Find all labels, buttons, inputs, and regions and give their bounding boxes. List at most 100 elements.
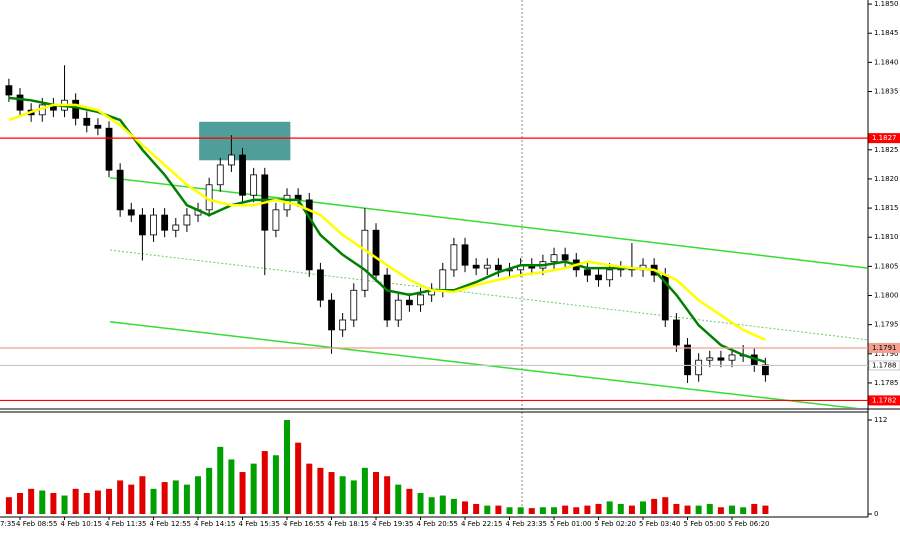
volume-tick-label: 112 — [874, 416, 887, 424]
volume-bar — [295, 442, 302, 514]
volume-bar — [284, 420, 291, 514]
volume-bar — [606, 501, 613, 514]
candle-body — [150, 214, 157, 236]
candle-body — [272, 209, 280, 231]
price-level-label: 1.1782 — [872, 396, 897, 404]
volume-bar — [462, 501, 469, 514]
candle-body — [339, 319, 347, 331]
x-tick-label: 4 Feb 23:35 — [506, 520, 547, 528]
volume-bar — [539, 507, 546, 514]
x-tick-label: 4 Feb 22:15 — [461, 520, 502, 528]
volume-bar — [395, 484, 402, 514]
candle-body — [405, 299, 413, 306]
x-tick-label: 4 Feb 18:15 — [328, 520, 369, 528]
candle-body — [494, 264, 502, 271]
plot-area — [5, 65, 868, 408]
candle-body — [138, 214, 146, 236]
x-tick-label: 5 Feb 01:00 — [550, 520, 591, 528]
volume-bar — [595, 503, 602, 514]
volume-bar — [206, 467, 213, 514]
volume-bar — [495, 505, 502, 514]
volume-bar — [406, 488, 413, 514]
x-tick-label: 5 Feb 06:20 — [728, 520, 769, 528]
candle-body — [227, 154, 235, 166]
volume-bar — [195, 476, 202, 514]
x-tick-label: 4 Feb 11:35 — [105, 520, 146, 528]
volume-bar — [684, 505, 691, 514]
price-level-label: 1.1827 — [872, 134, 897, 142]
price-level-box — [868, 342, 900, 353]
volume-bar — [428, 497, 435, 514]
candle-body — [328, 299, 335, 331]
candle-body — [450, 244, 458, 271]
x-tick-label: 4 Feb 19:35 — [372, 520, 413, 528]
volume-bar — [172, 480, 179, 514]
candle-body — [383, 274, 391, 321]
x-tick-label: 5 Feb 03:40 — [639, 520, 680, 528]
volume-bar — [439, 495, 446, 514]
volume-bar — [373, 472, 380, 514]
y-tick-label: 1.1850 — [874, 0, 899, 8]
volume-bar — [328, 472, 335, 514]
volume-bar — [528, 508, 535, 514]
volume-bar — [740, 507, 747, 514]
x-tick-label: 4 Feb 12:55 — [150, 520, 191, 528]
volume-bar — [506, 507, 513, 514]
volume-bar — [128, 484, 135, 514]
volume-bar — [361, 467, 368, 514]
volume-bar — [72, 488, 79, 514]
volume-bar — [695, 505, 702, 514]
volume-bar — [5, 497, 12, 514]
candle-body — [216, 164, 224, 186]
volume-bar — [617, 503, 624, 514]
y-tick-label: 1.1800 — [874, 292, 899, 300]
highlight-zone — [199, 121, 291, 161]
x-tick-label: 4 Feb 15:35 — [239, 520, 280, 528]
volume-bar — [161, 482, 168, 514]
y-tick-label: 1.1790 — [874, 350, 899, 358]
trend-line — [109, 249, 868, 341]
candle-body — [417, 294, 424, 306]
volume-bar — [17, 493, 24, 514]
volume-bar — [729, 505, 736, 514]
volume-bar — [150, 488, 157, 514]
candle-body — [83, 117, 91, 126]
candle-body — [239, 154, 246, 196]
candle-body — [250, 174, 258, 196]
candle-body — [305, 199, 313, 271]
x-tick-label: 4 Feb 14:15 — [194, 520, 235, 528]
candle-body — [116, 169, 124, 211]
price-level-box — [868, 133, 900, 144]
candle-body — [606, 269, 614, 281]
x-tick-label: 7:35 — [0, 520, 16, 528]
candle-body — [172, 224, 180, 231]
y-tick-label: 1.1835 — [874, 88, 899, 96]
volume-bar — [517, 507, 524, 514]
volume-bar — [484, 505, 491, 514]
candle-body — [183, 214, 191, 226]
volume-bar — [139, 476, 146, 514]
volume-bar — [673, 503, 680, 514]
volume-bar — [717, 507, 724, 514]
y-tick-label: 1.1840 — [874, 58, 899, 66]
candle-body — [561, 254, 569, 261]
candle-body — [673, 319, 680, 346]
x-tick-label: 4 Feb 20:55 — [417, 520, 458, 528]
candle-body — [461, 244, 469, 266]
volume-bar — [50, 493, 57, 514]
volume-bar — [228, 459, 235, 514]
candle-body — [372, 229, 380, 276]
x-tick-label: 4 Feb 16:55 — [283, 520, 324, 528]
candle-body — [105, 127, 113, 171]
volume-bar — [339, 476, 346, 514]
candle-body — [584, 269, 591, 276]
volume-bar — [272, 455, 279, 514]
x-tick-label: 5 Feb 05:00 — [684, 520, 725, 528]
y-tick-label: 1.1795 — [874, 321, 899, 329]
y-tick-label: 1.1825 — [874, 146, 899, 154]
x-tick-label: 5 Feb 02:20 — [595, 520, 636, 528]
volume-bar — [217, 446, 224, 514]
candle-body — [161, 214, 169, 231]
y-tick-label: 1.1815 — [874, 204, 899, 212]
